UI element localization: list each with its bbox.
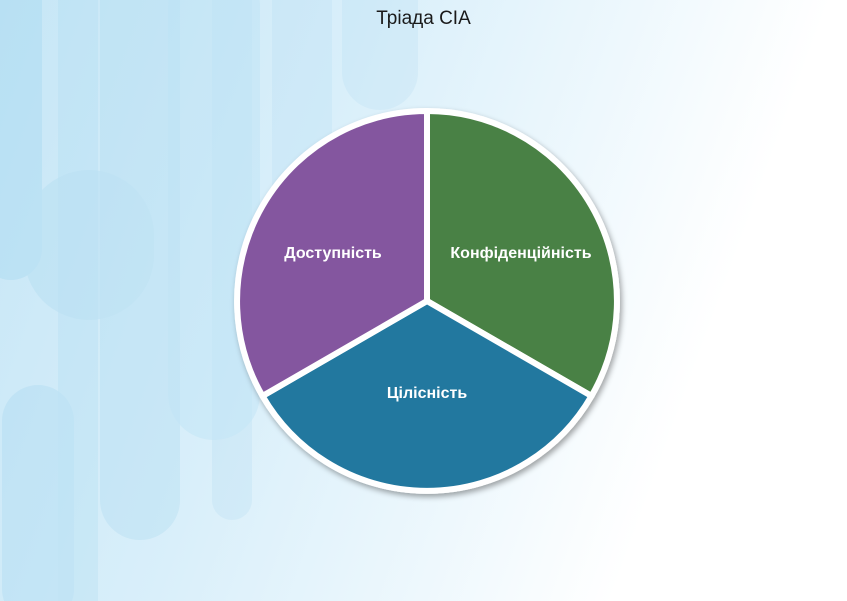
label-confidentiality: Конфіденційність [450,245,591,262]
label-availability: Доступність [284,245,382,262]
label-integrity: Цілісність [387,385,467,402]
